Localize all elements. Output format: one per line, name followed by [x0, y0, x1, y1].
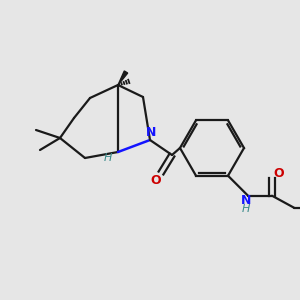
Text: O: O [274, 167, 284, 180]
Text: N: N [241, 194, 251, 207]
Text: H: H [104, 153, 112, 163]
Polygon shape [118, 71, 128, 85]
Text: N: N [146, 125, 156, 139]
Text: O: O [151, 173, 161, 187]
Text: H: H [242, 204, 250, 214]
